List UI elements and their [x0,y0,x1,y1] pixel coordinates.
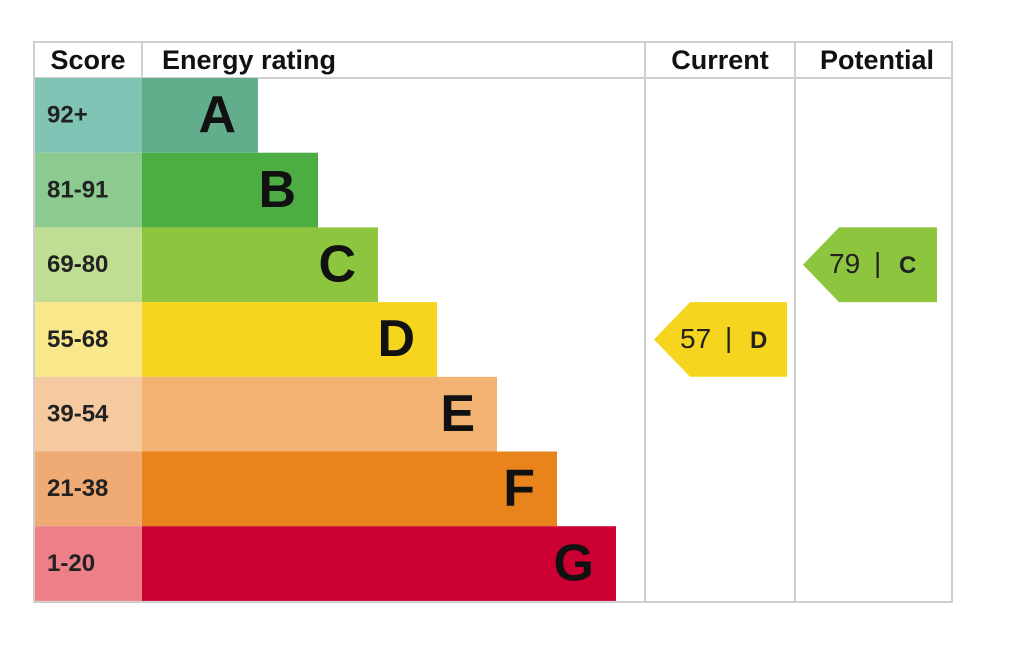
score-cell [35,302,142,377]
current-letter: D [750,327,767,354]
score-label: 39-54 [47,400,109,427]
score-cell [35,451,142,527]
potential-arrow [803,227,937,303]
score-label: 69-80 [47,251,108,278]
band-letter: B [258,161,296,219]
rating-bar [142,78,258,153]
score-label: 55-68 [47,326,108,353]
potential-letter: C [899,252,916,279]
score-cell [35,526,142,601]
current-separator: | [725,322,732,353]
band-letter: D [377,310,415,368]
header-potential: Potential [820,45,934,75]
score-label: 21-38 [47,475,108,502]
score-label: 81-91 [47,176,108,203]
rating-bar [142,526,616,601]
score-cell [35,152,142,228]
band-letter: E [440,385,475,443]
score-cell [35,78,142,153]
rating-bar [142,451,557,527]
header-rating: Energy rating [162,45,336,75]
current-value: 57 [680,323,711,354]
score-cell [35,227,142,303]
potential-separator: | [874,247,881,278]
band-letter: C [318,235,356,293]
band-letter: F [503,460,535,518]
rating-bar [142,227,378,303]
rating-bar [142,376,497,452]
score-label: 1-20 [47,550,95,577]
potential-value: 79 [829,248,860,279]
score-label: 92+ [47,102,88,129]
header-current: Current [671,45,769,75]
rating-bar [142,152,318,228]
current-arrow [654,302,787,377]
band-letter: A [198,86,236,144]
score-cell [35,376,142,452]
band-letter: G [554,534,594,592]
header-score: Score [50,45,125,75]
rating-bar [142,302,437,377]
